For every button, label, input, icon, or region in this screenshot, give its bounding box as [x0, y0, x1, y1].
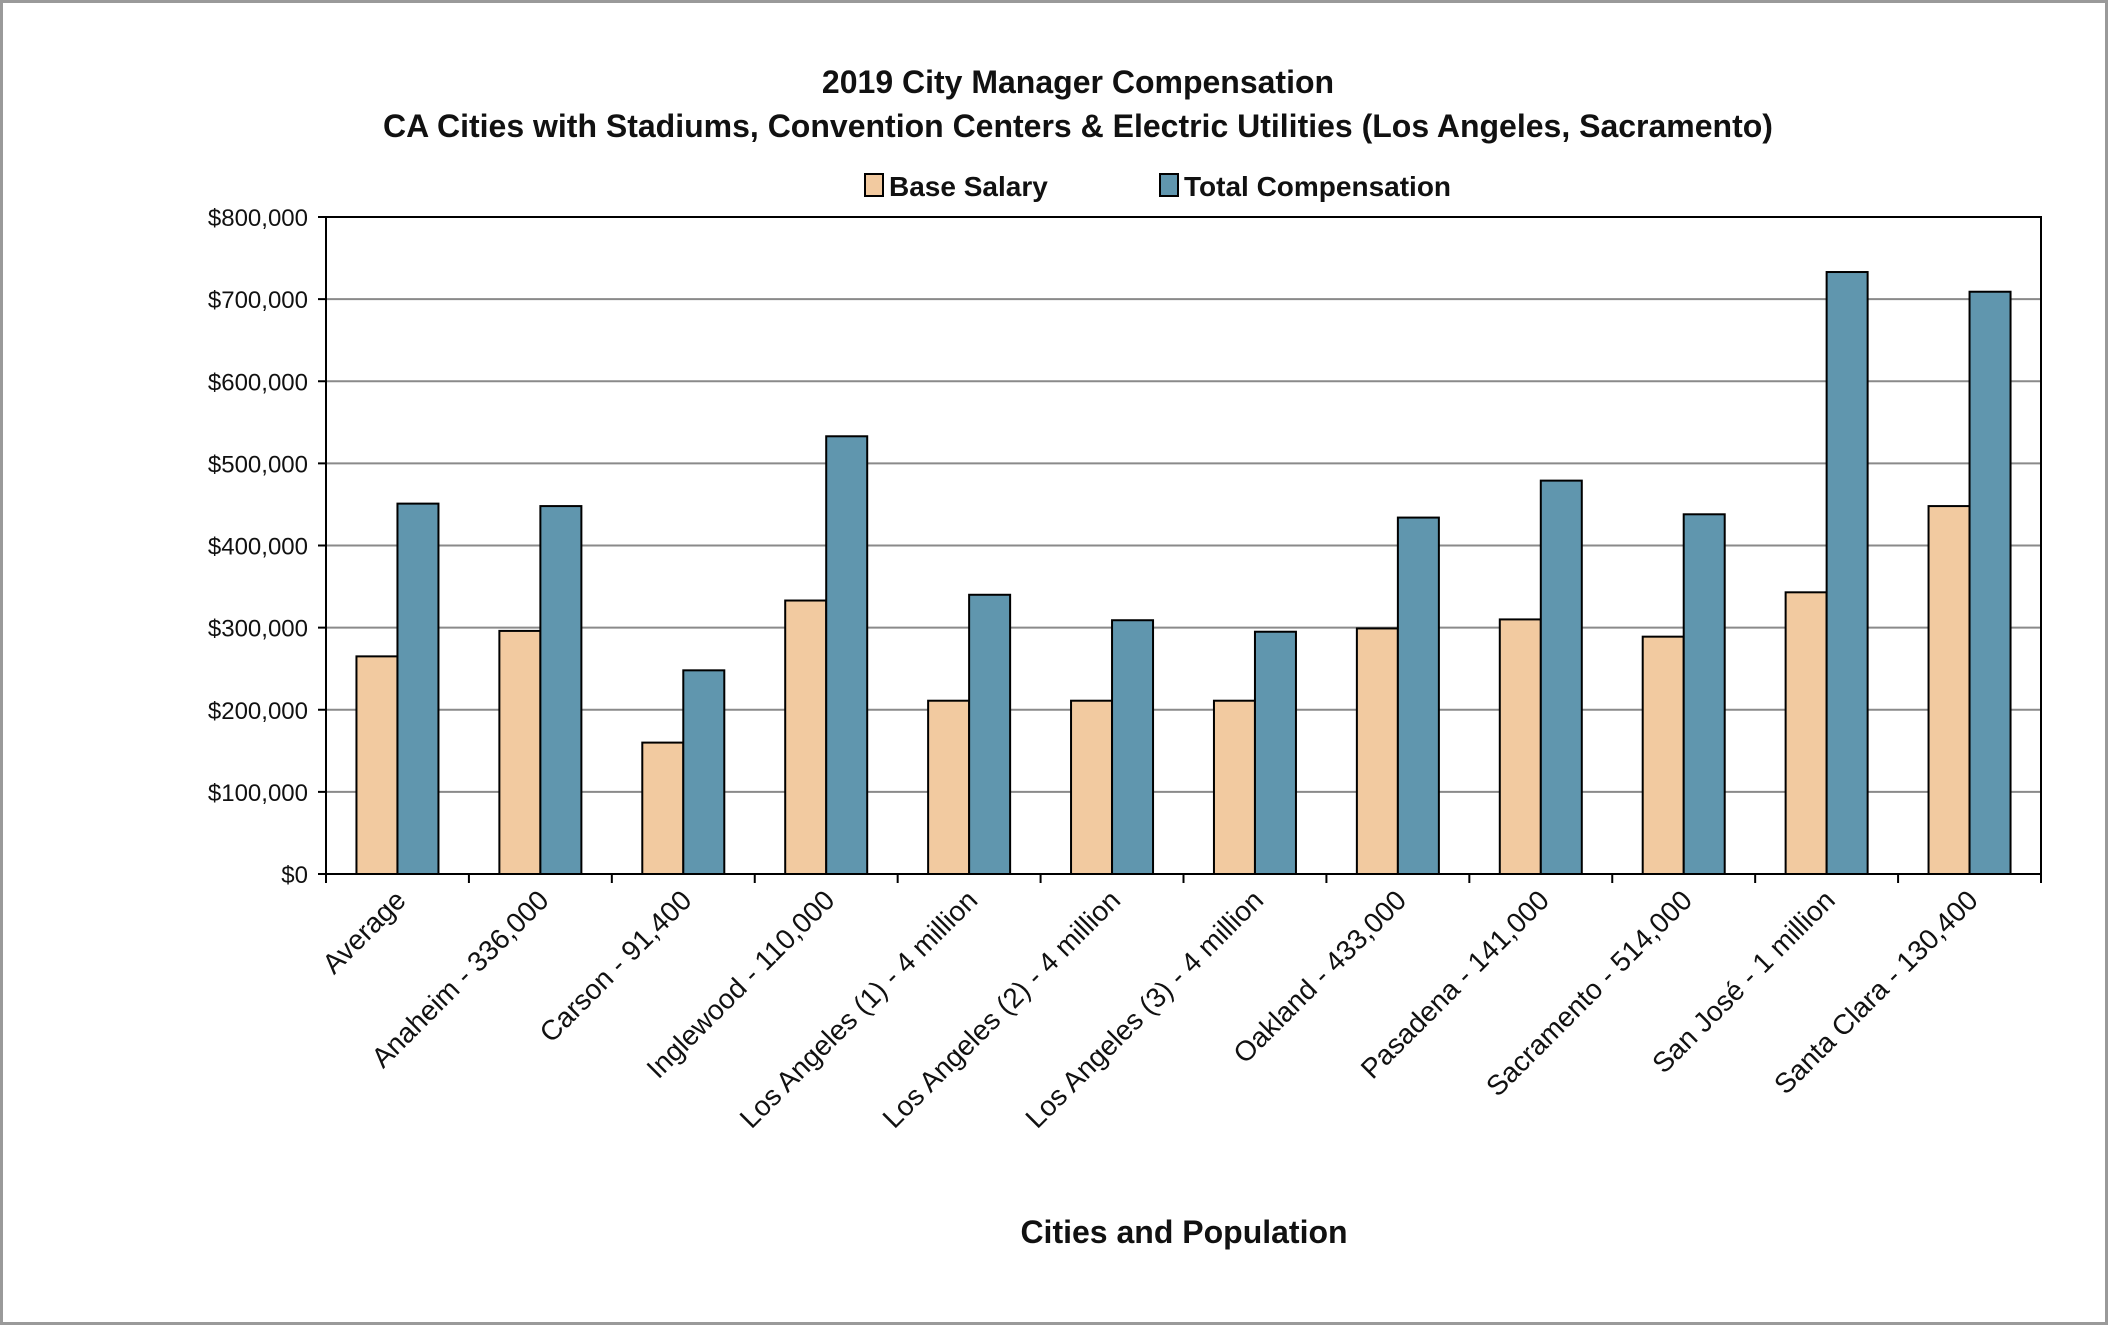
- bar-total-compensation: [1539, 479, 1583, 875]
- bar-total-compensation: [396, 502, 440, 875]
- x-tick-label: Los Angeles (3) - 4 million: [1019, 884, 1269, 1134]
- bar-base-salary: [1498, 618, 1542, 875]
- bar-total-compensation: [1253, 630, 1297, 876]
- legend-swatch-base-salary: [864, 173, 884, 197]
- y-tick-label: $300,000: [208, 616, 308, 643]
- bar-total-compensation: [1825, 271, 1869, 875]
- bar-total-compensation: [1396, 516, 1440, 875]
- bar-base-salary: [1784, 591, 1828, 876]
- bar-total-compensation: [825, 435, 869, 875]
- y-tick-label: $100,000: [208, 780, 308, 807]
- x-tick-label: Los Angeles (1) - 4 million: [734, 884, 984, 1134]
- chart-subtitle: CA Cities with Stadiums, Convention Cent…: [383, 108, 1773, 144]
- legend-label-total-compensation: Total Compensation: [1184, 171, 1451, 202]
- bar-total-compensation: [1968, 290, 2012, 875]
- x-tick-label: Carson - 91,400: [534, 884, 698, 1048]
- chart-title: 2019 City Manager Compensation: [822, 64, 1334, 100]
- axes: [318, 216, 2042, 883]
- y-tick-label: $600,000: [208, 369, 308, 396]
- x-axis-label: Cities and Population: [1020, 1214, 1347, 1250]
- legend: Base Salary Total Compensation: [864, 171, 1451, 202]
- bar-chart: 2019 City Manager Compensation CA Cities…: [208, 64, 2042, 1250]
- legend-label-base-salary: Base Salary: [889, 171, 1048, 202]
- bar-base-salary: [1641, 635, 1685, 875]
- bar-total-compensation: [682, 669, 726, 876]
- y-tick-labels: $0 $100,000 $200,000 $300,000 $400,000 $500,0…: [208, 205, 308, 889]
- bar-base-salary: [1355, 627, 1399, 875]
- bar-total-compensation: [1111, 619, 1155, 876]
- bar-base-salary: [1212, 699, 1256, 875]
- bar-base-salary: [355, 655, 399, 876]
- y-tick-label: $700,000: [208, 287, 308, 314]
- gridlines: [326, 216, 2041, 793]
- bar-base-salary: [927, 699, 971, 875]
- bar-base-salary: [1927, 505, 1971, 875]
- legend-swatch-total-compensation: [1159, 173, 1179, 197]
- y-tick-label: $400,000: [208, 534, 308, 561]
- bar-total-compensation: [968, 593, 1012, 876]
- bars: [355, 271, 2012, 876]
- y-tick-label: $200,000: [208, 698, 308, 725]
- bar-total-compensation: [1682, 513, 1726, 875]
- bar-base-salary: [1070, 699, 1114, 875]
- bar-base-salary: [641, 741, 685, 875]
- bar-total-compensation: [539, 505, 583, 875]
- y-tick-label: $0: [281, 862, 308, 889]
- bar-base-salary: [784, 599, 828, 875]
- y-tick-label: $800,000: [208, 205, 308, 232]
- bar-base-salary: [498, 629, 542, 875]
- x-tick-label: Los Angeles (2) - 4 million: [877, 884, 1127, 1134]
- y-tick-label: $500,000: [208, 451, 308, 478]
- x-tick-label: Average: [316, 884, 411, 979]
